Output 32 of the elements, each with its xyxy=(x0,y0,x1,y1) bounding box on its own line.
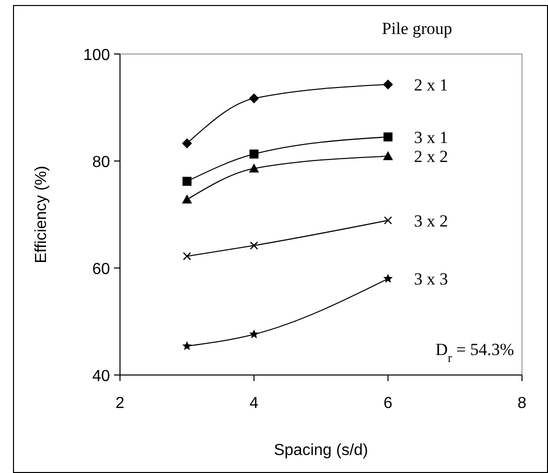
x-axis-title: Spacing (s/d) xyxy=(274,442,368,459)
point xyxy=(182,138,192,148)
legend-title: Pile group xyxy=(382,19,452,38)
series-label: 3 x 2 xyxy=(414,211,448,230)
y-axis-title: Efficiency (%) xyxy=(33,166,50,264)
point xyxy=(384,132,392,142)
x-tick-label: 8 xyxy=(518,395,527,412)
x-tick-label: 6 xyxy=(384,395,393,412)
point xyxy=(383,79,393,90)
point xyxy=(384,216,392,224)
series-label: 3 x 3 xyxy=(414,270,448,289)
point xyxy=(249,329,259,338)
point xyxy=(249,163,259,172)
point xyxy=(383,151,393,160)
y-tick-label: 60 xyxy=(92,261,110,278)
annotation: D$_{r}$ = 54.3% xyxy=(435,340,514,365)
series-label: 3 x 1 xyxy=(414,128,448,147)
y-tick-label: 80 xyxy=(92,154,110,171)
point xyxy=(182,252,192,260)
x-tick-label: 2 xyxy=(116,395,125,412)
point xyxy=(182,194,192,204)
series-label: 2 x 2 xyxy=(414,147,448,166)
point xyxy=(249,93,259,104)
point xyxy=(182,341,192,350)
x-tick-label: 4 xyxy=(250,395,259,412)
y-tick-label: 40 xyxy=(92,368,110,385)
point xyxy=(250,150,258,159)
series-label: 2 x 1 xyxy=(414,75,448,94)
y-tick-label: 100 xyxy=(83,47,110,64)
point xyxy=(250,241,258,250)
point xyxy=(182,176,192,186)
point xyxy=(383,274,393,283)
